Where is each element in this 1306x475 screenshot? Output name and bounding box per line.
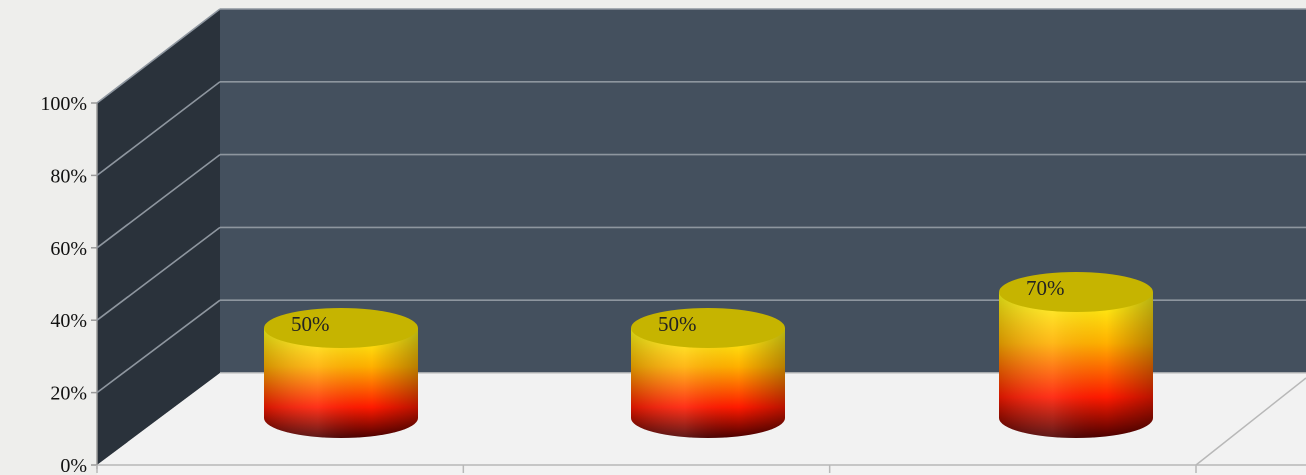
floor-right-edge (1195, 377, 1306, 466)
bar (999, 272, 1153, 438)
y-tick-label: 0% (60, 455, 87, 475)
bar-body-shading (999, 292, 1153, 438)
bar-body-shading (631, 328, 785, 438)
y-tick-label: 20% (50, 383, 87, 405)
bar-top (264, 308, 418, 348)
gridline-side (96, 299, 221, 394)
data-label: 50% (658, 312, 697, 336)
y-tick-label: 100% (40, 93, 87, 115)
gridline-side (96, 153, 221, 249)
data-label: 70% (1026, 276, 1065, 300)
bar (264, 308, 418, 438)
bar (631, 308, 785, 438)
gridline-side (96, 81, 221, 177)
bar-body-shading (264, 328, 418, 438)
y-tick-label: 60% (50, 238, 87, 260)
side-wall (97, 9, 220, 465)
bar-top (631, 308, 785, 348)
y-tick-label: 80% (50, 165, 87, 187)
gridline-side (96, 8, 221, 104)
gridline-side (96, 226, 221, 321)
y-tick-label: 40% (50, 310, 87, 332)
data-label: 50% (291, 312, 330, 336)
bar-top (999, 272, 1153, 312)
